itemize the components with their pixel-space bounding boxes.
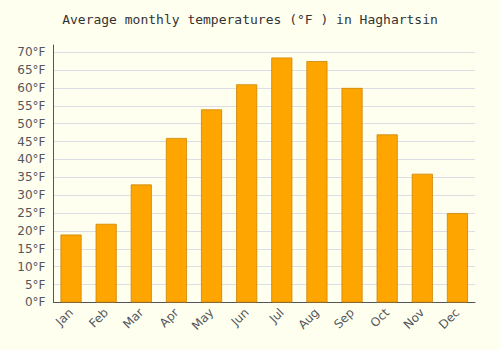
svg-text:Jul: Jul	[266, 306, 287, 327]
svg-text:15°F: 15°F	[17, 242, 45, 256]
svg-text:55°F: 55°F	[17, 99, 45, 113]
svg-text:Jan: Jan	[52, 306, 76, 330]
svg-text:65°F: 65°F	[17, 63, 45, 77]
svg-text:30°F: 30°F	[17, 188, 45, 202]
svg-text:20°F: 20°F	[17, 224, 45, 238]
svg-text:Oct: Oct	[368, 305, 393, 330]
svg-text:25°F: 25°F	[17, 206, 45, 220]
svg-text:5°F: 5°F	[25, 278, 46, 292]
svg-text:35°F: 35°F	[17, 170, 45, 184]
svg-text:Nov: Nov	[401, 306, 427, 332]
svg-text:Jun: Jun	[228, 306, 252, 330]
svg-text:60°F: 60°F	[17, 81, 45, 95]
svg-text:0°F: 0°F	[25, 295, 46, 309]
svg-text:Mar: Mar	[120, 305, 146, 331]
svg-text:50°F: 50°F	[17, 117, 45, 131]
svg-text:40°F: 40°F	[17, 152, 45, 166]
svg-text:Dec: Dec	[436, 306, 462, 332]
svg-text:Aug: Aug	[295, 306, 321, 332]
svg-text:10°F: 10°F	[17, 260, 45, 274]
svg-text:Apr: Apr	[157, 305, 182, 330]
svg-text:May: May	[189, 306, 216, 333]
svg-text:Feb: Feb	[86, 306, 111, 331]
svg-text:45°F: 45°F	[17, 135, 45, 149]
svg-text:Sep: Sep	[331, 306, 357, 332]
svg-text:70°F: 70°F	[17, 45, 45, 59]
svg-text:Average monthly temperatures (: Average monthly temperatures (°F ) in Ha…	[62, 12, 438, 27]
